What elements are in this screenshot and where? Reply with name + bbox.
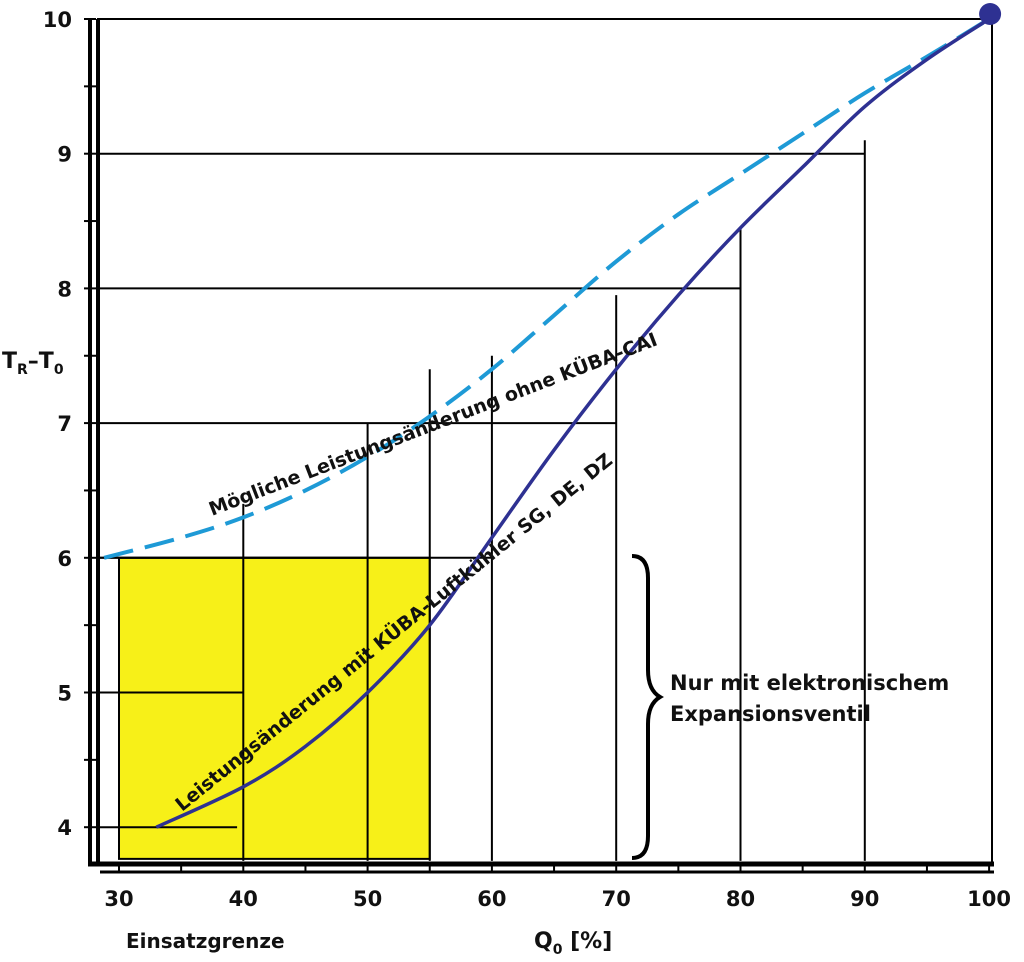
y-tick-label: 4 — [57, 816, 72, 840]
x-tick-labels: 30 40 50 60 70 80 90 100 — [104, 887, 1011, 911]
y-tick-label: 10 — [43, 8, 72, 32]
series-upper-dashed — [103, 17, 991, 560]
brace — [631, 554, 664, 860]
x-tick-label: 30 — [104, 887, 133, 911]
region-label: Einsatzgrenze — [126, 929, 285, 953]
x-tick-label: 60 — [477, 887, 506, 911]
y-axis-minor-ticks — [84, 18, 96, 829]
y-tick-label: 6 — [57, 547, 72, 571]
x-axis-title: Q0 [%] — [534, 929, 612, 958]
vertical-guide-lines — [242, 140, 866, 861]
y-tick-label: 9 — [57, 143, 72, 167]
y-axis-title: TR–T0 — [2, 349, 64, 378]
x-tick-label: 90 — [850, 887, 879, 911]
y-tick-label: 8 — [57, 277, 72, 301]
series-lower-solid — [155, 17, 991, 829]
y-tick-label: 5 — [57, 682, 72, 706]
x-tick-label: 80 — [726, 887, 755, 911]
brace-annotation-line2: Expansionsventil — [670, 702, 871, 726]
x-axis-minor-ticks — [118, 864, 991, 872]
x-tick-label: 100 — [967, 887, 1011, 911]
operating-limit-region — [118, 556, 431, 860]
y-tick-labels: 4 5 6 7 8 9 10 — [43, 8, 72, 840]
horizontal-guide-lines — [98, 152, 865, 829]
series-layer — [103, 17, 991, 829]
x-tick-label: 40 — [229, 887, 258, 911]
brace-annotation-line1: Nur mit elektronischem — [670, 671, 949, 695]
x-tick-label: 70 — [602, 887, 631, 911]
x-tick-label: 50 — [353, 887, 382, 911]
y-tick-label: 7 — [57, 412, 72, 436]
endpoint-marker — [979, 3, 1002, 25]
